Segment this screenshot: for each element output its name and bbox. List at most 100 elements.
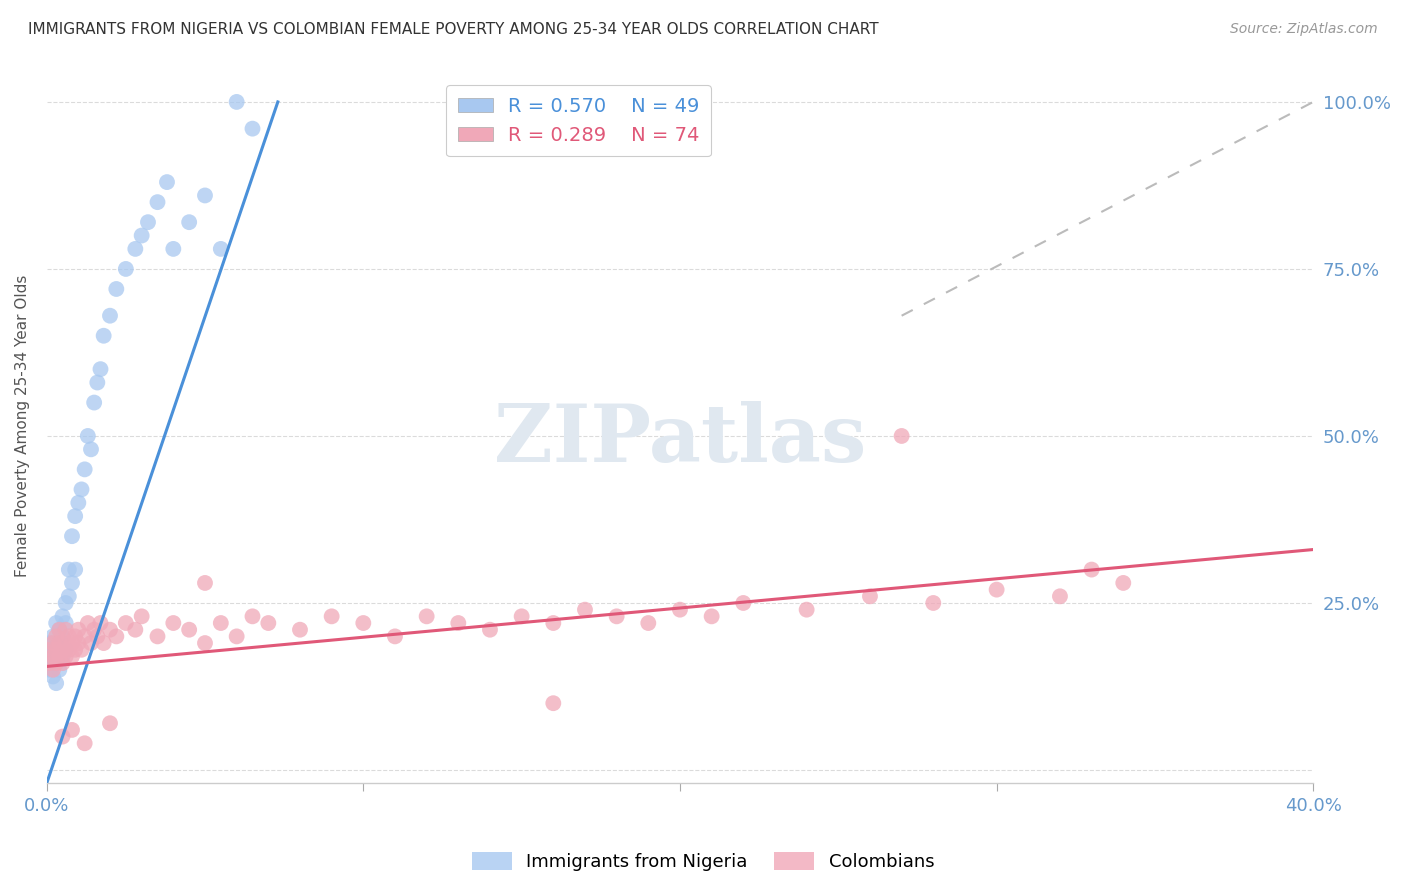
Point <box>55 623 77 637</box>
Point <box>48 649 70 664</box>
Point <box>42 642 65 657</box>
Point <box>58 629 80 643</box>
Point <box>76 429 98 443</box>
Point <box>194 576 217 591</box>
Point <box>45 642 67 657</box>
Point <box>51 649 73 664</box>
Point <box>45 676 67 690</box>
Point <box>63 629 86 643</box>
Point <box>98 309 121 323</box>
Point <box>105 282 128 296</box>
Point <box>55 636 77 650</box>
Point <box>48 636 70 650</box>
Point <box>131 228 153 243</box>
Point <box>55 615 77 630</box>
Point <box>48 636 70 650</box>
Point <box>733 596 755 610</box>
Y-axis label: Female Poverty Among 25-34 Year Olds: Female Poverty Among 25-34 Year Olds <box>15 275 30 577</box>
Point <box>890 429 912 443</box>
Point <box>80 636 103 650</box>
Point <box>1112 576 1135 591</box>
Point <box>83 395 105 409</box>
Point <box>543 615 565 630</box>
Point <box>73 736 96 750</box>
Point <box>73 462 96 476</box>
Point <box>63 509 86 524</box>
Point <box>321 609 343 624</box>
Point <box>42 649 65 664</box>
Point <box>384 629 406 643</box>
Point <box>86 376 108 390</box>
Point <box>98 716 121 731</box>
Point <box>83 623 105 637</box>
Point <box>1049 590 1071 604</box>
Point <box>124 623 146 637</box>
Point <box>67 496 90 510</box>
Point <box>510 609 533 624</box>
Point <box>51 642 73 657</box>
Point <box>63 563 86 577</box>
Point <box>89 362 111 376</box>
Point <box>45 629 67 643</box>
Point <box>922 596 945 610</box>
Point <box>60 529 83 543</box>
Point <box>55 642 77 657</box>
Point <box>574 602 596 616</box>
Point <box>51 656 73 670</box>
Legend: R = 0.570    N = 49, R = 0.289    N = 74: R = 0.570 N = 49, R = 0.289 N = 74 <box>446 86 711 156</box>
Point <box>70 642 93 657</box>
Point <box>55 649 77 664</box>
Point <box>73 629 96 643</box>
Text: IMMIGRANTS FROM NIGERIA VS COLOMBIAN FEMALE POVERTY AMONG 25-34 YEAR OLDS CORREL: IMMIGRANTS FROM NIGERIA VS COLOMBIAN FEM… <box>28 22 879 37</box>
Point <box>89 615 111 630</box>
Point <box>478 623 501 637</box>
Point <box>637 615 659 630</box>
Text: ZIPatlas: ZIPatlas <box>494 401 866 479</box>
Point <box>42 629 65 643</box>
Point <box>796 602 818 616</box>
Point <box>162 242 184 256</box>
Point <box>156 175 179 189</box>
Point <box>48 623 70 637</box>
Point <box>136 215 159 229</box>
Point <box>288 623 311 637</box>
Point <box>93 328 115 343</box>
Point <box>669 602 692 616</box>
Text: Source: ZipAtlas.com: Source: ZipAtlas.com <box>1230 22 1378 37</box>
Point <box>242 121 264 136</box>
Point <box>63 642 86 657</box>
Point <box>58 642 80 657</box>
Point <box>179 215 201 229</box>
Point <box>225 95 247 109</box>
Point <box>105 629 128 643</box>
Point <box>194 188 217 202</box>
Point <box>146 195 169 210</box>
Point <box>38 663 60 677</box>
Point <box>38 636 60 650</box>
Point <box>38 656 60 670</box>
Legend: Immigrants from Nigeria, Colombians: Immigrants from Nigeria, Colombians <box>464 845 942 879</box>
Point <box>257 615 280 630</box>
Point <box>60 576 83 591</box>
Point <box>209 615 232 630</box>
Point <box>86 629 108 643</box>
Point <box>48 623 70 637</box>
Point <box>58 563 80 577</box>
Point <box>93 636 115 650</box>
Point <box>42 669 65 683</box>
Point <box>45 656 67 670</box>
Point <box>543 696 565 710</box>
Point <box>58 590 80 604</box>
Point <box>67 623 90 637</box>
Point <box>70 483 93 497</box>
Point <box>447 615 470 630</box>
Point <box>60 723 83 737</box>
Point <box>146 629 169 643</box>
Point <box>700 609 723 624</box>
Point <box>114 262 136 277</box>
Point <box>51 629 73 643</box>
Point <box>76 615 98 630</box>
Point <box>42 636 65 650</box>
Point <box>48 663 70 677</box>
Point <box>45 615 67 630</box>
